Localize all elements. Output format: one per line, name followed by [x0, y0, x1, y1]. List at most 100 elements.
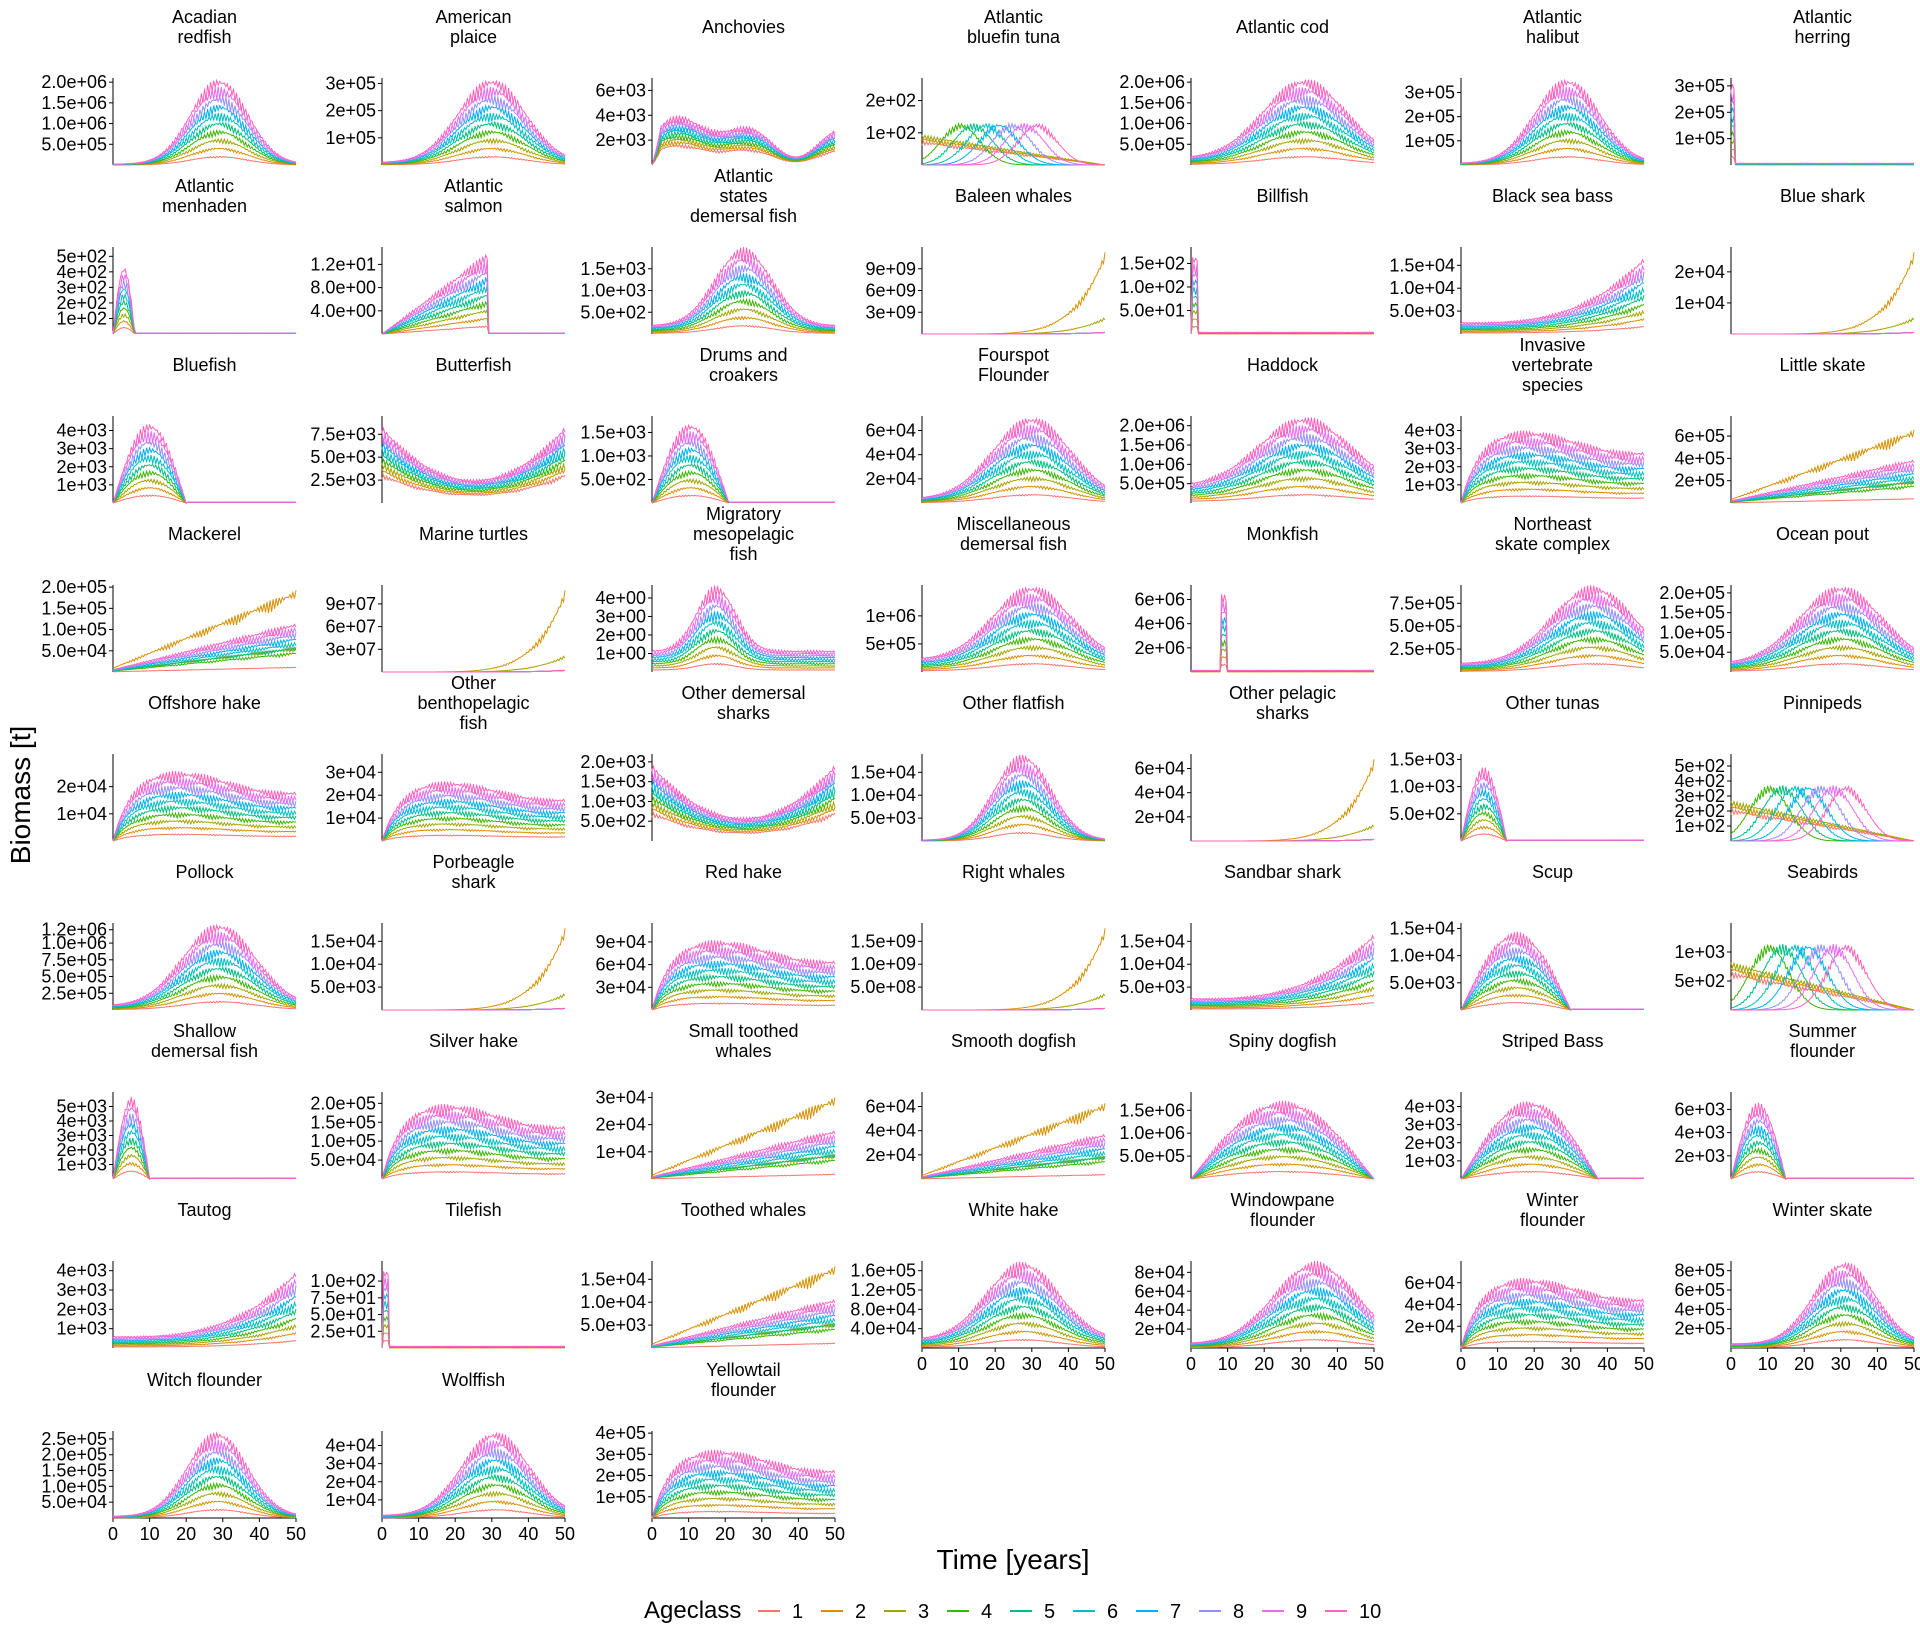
series-line-ageclass-3	[112, 818, 297, 842]
series-line-ageclass-10	[651, 939, 836, 1011]
y-tick-label: 1.5e+04	[1389, 255, 1455, 275]
y-tick-label: 2e+00	[595, 625, 646, 645]
y-tick-label: 4e+04	[1404, 1295, 1455, 1315]
y-tick-label: 5.0e+04	[41, 1492, 107, 1512]
y-tick-label: 1.5e+05	[1659, 603, 1725, 623]
series-line-ageclass-9	[381, 1440, 566, 1517]
series-line-ageclass-2	[381, 1499, 566, 1519]
series-line-ageclass-9	[921, 593, 1106, 662]
series-line-ageclass-6	[651, 1475, 836, 1519]
y-tick-label: 2.0e+06	[41, 72, 107, 92]
y-tick-label: 1.5e+04	[850, 762, 916, 782]
panel: Right whales 1.5e+09 1.0e+09 5.0e+08	[850, 862, 1106, 1011]
y-tick-label: 1.5e+04	[1119, 931, 1185, 951]
series-line-ageclass-3	[921, 644, 1106, 669]
series-line-ageclass-6	[651, 784, 836, 828]
x-tick-label: 10	[1218, 1354, 1238, 1374]
y-tick-label: 8.0e+00	[310, 278, 376, 298]
panel-title: herring	[1794, 27, 1850, 47]
y-tick-label: 4e+03	[56, 1111, 107, 1131]
panel-title: Monkfish	[1246, 524, 1318, 544]
series-line-ageclass-8	[112, 784, 297, 842]
series-line-ageclass-6	[1190, 112, 1375, 161]
panel-title: demersal fish	[151, 1041, 258, 1061]
y-tick-label: 6e+04	[865, 1097, 916, 1117]
y-tick-label: 5.0e+04	[1659, 642, 1725, 662]
series-line-ageclass-4	[112, 811, 297, 842]
series-line-ageclass-2	[651, 315, 836, 333]
series-line-ageclass-3	[1730, 1156, 1915, 1180]
y-tick-label: 1e+00	[595, 643, 646, 663]
series-line-ageclass-3	[381, 1490, 566, 1518]
x-tick-label: 40	[1867, 1354, 1887, 1374]
series-line-ageclass-4	[381, 815, 566, 842]
series-line-ageclass-5	[112, 463, 297, 504]
series-line-ageclass-5	[1730, 125, 1915, 165]
panel-title: Bluefish	[172, 355, 236, 375]
series-line-ageclass-10	[112, 623, 297, 671]
series-line-ageclass-2	[1731, 252, 1915, 335]
series-line-ageclass-9	[381, 786, 566, 842]
panel-title: Other flatfish	[962, 693, 1064, 713]
y-tick-label: 2e+05	[1674, 102, 1725, 122]
x-tick-label: 50	[1095, 1354, 1115, 1374]
y-tick-label: 3e+03	[56, 1280, 107, 1300]
legend-label: 9	[1296, 1601, 1307, 1623]
series-line-ageclass-1	[1460, 326, 1645, 334]
y-tick-label: 2e+05	[1404, 107, 1455, 127]
panel-title: fish	[459, 713, 487, 733]
series-line-ageclass-2	[382, 147, 566, 165]
y-tick-label: 2e+02	[56, 293, 107, 313]
series-line-ageclass-10	[381, 1431, 566, 1516]
series-line-ageclass-5	[381, 1140, 566, 1180]
series-line-ageclass-2	[651, 139, 836, 166]
series-line-ageclass-5	[381, 120, 566, 165]
x-tick-label: 0	[1726, 1354, 1736, 1374]
y-tick-label: 2e+05	[325, 101, 376, 121]
y-tick-label: 6e+03	[1674, 1099, 1725, 1119]
panel: Spiny dogfish 1.5e+06 1.0e+06 5.0e+05	[1119, 1031, 1375, 1180]
y-tick-label: 6e+04	[865, 421, 916, 441]
series-line-ageclass-6	[1190, 623, 1375, 672]
x-tick-label: 50	[1364, 1354, 1384, 1374]
series-line-ageclass-2	[921, 1103, 1106, 1176]
panel-title: Blue shark	[1780, 186, 1866, 206]
series-line-ageclass-6	[1190, 1295, 1375, 1346]
legend-label: 10	[1359, 1601, 1381, 1623]
series-line-ageclass-10	[381, 79, 566, 163]
series-line-ageclass-3	[112, 478, 297, 504]
y-tick-label: 1e+03	[1674, 942, 1725, 962]
panel-title: Pinnipeds	[1783, 693, 1862, 713]
series-line-ageclass-3	[922, 993, 1106, 1011]
y-tick-label: 2e+05	[1674, 1319, 1725, 1339]
y-tick-label: 5.0e+03	[310, 447, 376, 467]
y-tick-label: 1e+05	[1404, 131, 1455, 151]
series-line-ageclass-6	[1460, 458, 1645, 504]
y-tick-label: 2e+03	[56, 1140, 107, 1160]
series-line-ageclass-9	[921, 762, 1106, 841]
panel-title: Tilefish	[445, 1200, 501, 1220]
y-tick-label: 1e+02	[865, 123, 916, 143]
series-line-ageclass-3	[1730, 138, 1915, 166]
series-line-ageclass-7	[1190, 279, 1375, 334]
series-line-ageclass-8	[1460, 782, 1645, 842]
series-line-ageclass-3	[1460, 309, 1645, 332]
series-line-ageclass-10	[382, 1008, 565, 1011]
series-line-ageclass-9	[381, 260, 566, 335]
series-line-ageclass-2	[1461, 147, 1644, 166]
y-tick-label: 2.5e+05	[1389, 639, 1455, 659]
panel: Other tunas 1.5e+03 1.0e+03 5.0e+02	[1389, 693, 1645, 842]
panel: Monkfish 6e+06 4e+06 2e+06	[1134, 524, 1375, 673]
panel: Other flatfish 1.5e+04 1.0e+04 5.0e+03	[850, 693, 1106, 842]
series-line-ageclass-3	[1730, 1320, 1915, 1348]
y-tick-label: 1e+05	[595, 1487, 646, 1507]
panel-title: Tautog	[177, 1200, 231, 1220]
series-line-ageclass-5	[1191, 970, 1375, 1006]
series-line-ageclass-9	[1190, 601, 1375, 672]
x-tick-label: 40	[249, 1524, 269, 1544]
